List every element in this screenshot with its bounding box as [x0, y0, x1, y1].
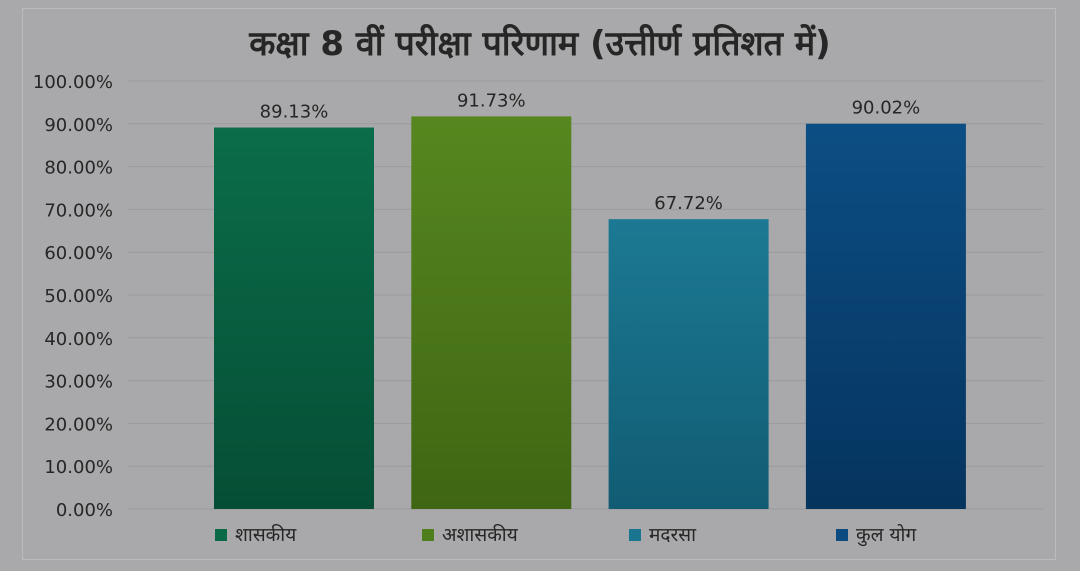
- legend-swatch: [215, 529, 227, 541]
- bar-4: [805, 123, 966, 509]
- value-labels: 89.13% 91.73% 67.72% 90.02%: [260, 90, 921, 214]
- value-label: 89.13%: [260, 102, 329, 123]
- y-tick-label: 80.00%: [44, 158, 113, 179]
- y-tick-label: 10.00%: [44, 457, 113, 478]
- y-tick-label: 0.00%: [56, 500, 113, 521]
- chart-title: कक्षा 8 वीं परीक्षा परिणाम (उत्तीर्ण प्र…: [248, 23, 830, 64]
- legend-label: कुल योग: [856, 523, 916, 547]
- y-tick-label: 30.00%: [44, 372, 113, 393]
- y-tick-label: 90.00%: [44, 115, 113, 136]
- legend-label: अशासकीय: [442, 523, 519, 546]
- value-label: 67.72%: [654, 193, 723, 214]
- y-tick-label: 40.00%: [44, 329, 113, 350]
- chart-frame: [22, 8, 1056, 560]
- y-tick-label: 20.00%: [44, 414, 113, 435]
- legend-swatch: [422, 529, 434, 541]
- legend-swatch: [836, 529, 848, 541]
- bars: [214, 116, 966, 510]
- y-tick-label: 60.00%: [44, 243, 113, 264]
- bar-3: [608, 219, 769, 510]
- bar-2: [411, 116, 572, 509]
- value-label: 90.02%: [852, 98, 921, 119]
- legend-label: शासकीय: [235, 523, 297, 546]
- y-tick-label: 100.00%: [33, 72, 113, 93]
- y-tick-label: 50.00%: [44, 286, 113, 307]
- value-label: 91.73%: [457, 90, 526, 111]
- legend-label: मदरसा: [649, 524, 697, 546]
- legend-swatch: [629, 529, 641, 541]
- bar-1: [214, 127, 374, 510]
- y-axis: 0.00% 10.00% 20.00% 30.00% 40.00% 50.00% 60.00…: [33, 72, 113, 521]
- y-tick-label: 70.00%: [44, 200, 113, 221]
- legend: शासकीय अशासकीय मदरसा कुल योग: [215, 523, 916, 547]
